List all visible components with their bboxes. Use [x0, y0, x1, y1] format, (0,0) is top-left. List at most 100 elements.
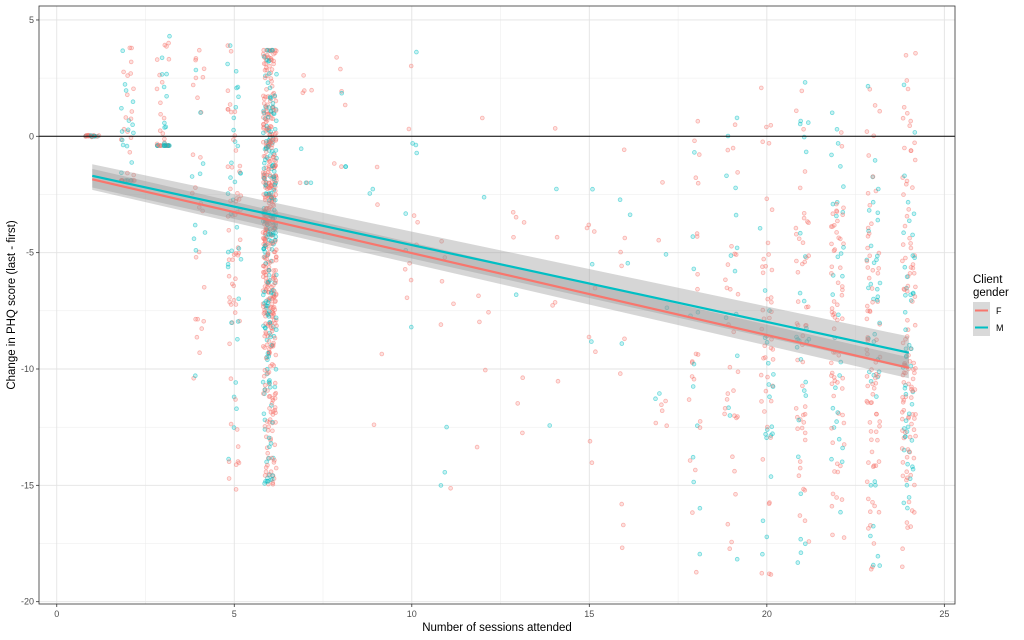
data-point-M [308, 180, 314, 186]
data-point-M [906, 342, 912, 348]
data-point-M [771, 372, 776, 377]
data-point-F [482, 367, 488, 373]
data-point-F [910, 265, 916, 271]
data-point-F [876, 459, 882, 464]
data-point-M [695, 309, 701, 315]
data-point-F [268, 469, 274, 475]
data-point-F [273, 280, 278, 286]
data-point-M [273, 327, 279, 333]
data-point-F [867, 420, 873, 425]
data-point-F [195, 316, 201, 322]
data-point-F [273, 130, 279, 136]
data-point-F [439, 239, 444, 244]
data-point-F [233, 148, 239, 153]
data-point-F [331, 161, 337, 166]
data-point-F [617, 371, 623, 376]
data-point-F [769, 207, 775, 213]
data-point-F [760, 139, 765, 145]
data-point-M [757, 226, 763, 231]
data-point-F [235, 444, 241, 449]
data-point-F [869, 449, 875, 455]
data-point-F [272, 299, 278, 305]
data-point-M [838, 509, 843, 515]
data-point-M [908, 346, 914, 352]
data-point-F [263, 465, 269, 470]
data-point-F [864, 374, 870, 379]
data-point-F [836, 352, 842, 358]
data-point-F [272, 321, 278, 326]
data-point-F [260, 139, 266, 145]
data-point-M [836, 436, 842, 442]
data-point-F [909, 421, 914, 427]
data-point-F [269, 137, 275, 143]
data-point-F [765, 240, 771, 246]
data-point-M [690, 454, 696, 460]
data-point-M [835, 410, 840, 415]
data-point-F [233, 487, 239, 492]
data-point-F [227, 341, 232, 347]
data-point-M [274, 71, 279, 77]
data-point-F [269, 455, 275, 461]
data-point-M [163, 124, 169, 130]
data-point-F [872, 103, 878, 108]
data-point-F [903, 255, 908, 261]
data-point-M [589, 339, 594, 344]
data-point-F [166, 40, 171, 46]
data-point-F [829, 373, 834, 378]
data-point-M [727, 413, 733, 418]
data-point-F [909, 508, 915, 513]
data-point-M [841, 184, 846, 189]
data-point-F [800, 412, 806, 418]
data-point-M [798, 491, 804, 497]
data-point-F [263, 149, 269, 154]
data-point-F [722, 405, 728, 411]
data-point-F [762, 409, 767, 414]
data-point-F [767, 315, 772, 321]
data-point-M [733, 212, 739, 218]
data-point-F [262, 424, 268, 429]
data-point-M [273, 118, 279, 124]
data-point-F [520, 375, 525, 381]
data-point-F [271, 268, 276, 273]
data-point-M [268, 334, 273, 340]
data-point-M [627, 212, 633, 218]
data-point-M [830, 292, 835, 297]
data-point-M [260, 130, 266, 136]
data-point-F [129, 45, 134, 51]
data-point-F [870, 499, 875, 505]
data-point-F [866, 231, 872, 236]
data-point-F [232, 310, 238, 315]
data-point-M [590, 186, 595, 192]
data-point-M [191, 236, 197, 242]
data-point-M [691, 266, 697, 272]
data-point-F [900, 473, 906, 479]
data-point-F [835, 469, 841, 475]
data-point-F [831, 393, 836, 399]
data-point-F [877, 423, 882, 429]
data-point-M [271, 176, 277, 182]
data-point-F [911, 360, 916, 366]
data-point-M [875, 186, 881, 192]
data-point-F [800, 333, 806, 339]
data-point-F [733, 252, 739, 257]
data-point-F [904, 111, 910, 116]
data-point-M [795, 454, 801, 460]
data-point-F [903, 52, 909, 58]
data-point-F [872, 503, 877, 509]
data-point-F [697, 425, 703, 430]
data-point-F [763, 263, 768, 269]
data-point-M [271, 169, 277, 174]
data-point-M [129, 160, 135, 165]
data-point-F [128, 59, 134, 65]
data-point-M [197, 171, 203, 177]
data-point-F [835, 280, 841, 286]
data-point-M [272, 197, 278, 203]
data-point-F [128, 116, 134, 122]
data-point-M [872, 479, 878, 484]
data-point-F [866, 460, 871, 465]
data-point-F [840, 287, 845, 293]
data-point-F [297, 180, 303, 186]
data-point-F [903, 181, 909, 187]
data-point-F [723, 277, 728, 283]
data-point-F [766, 501, 772, 507]
